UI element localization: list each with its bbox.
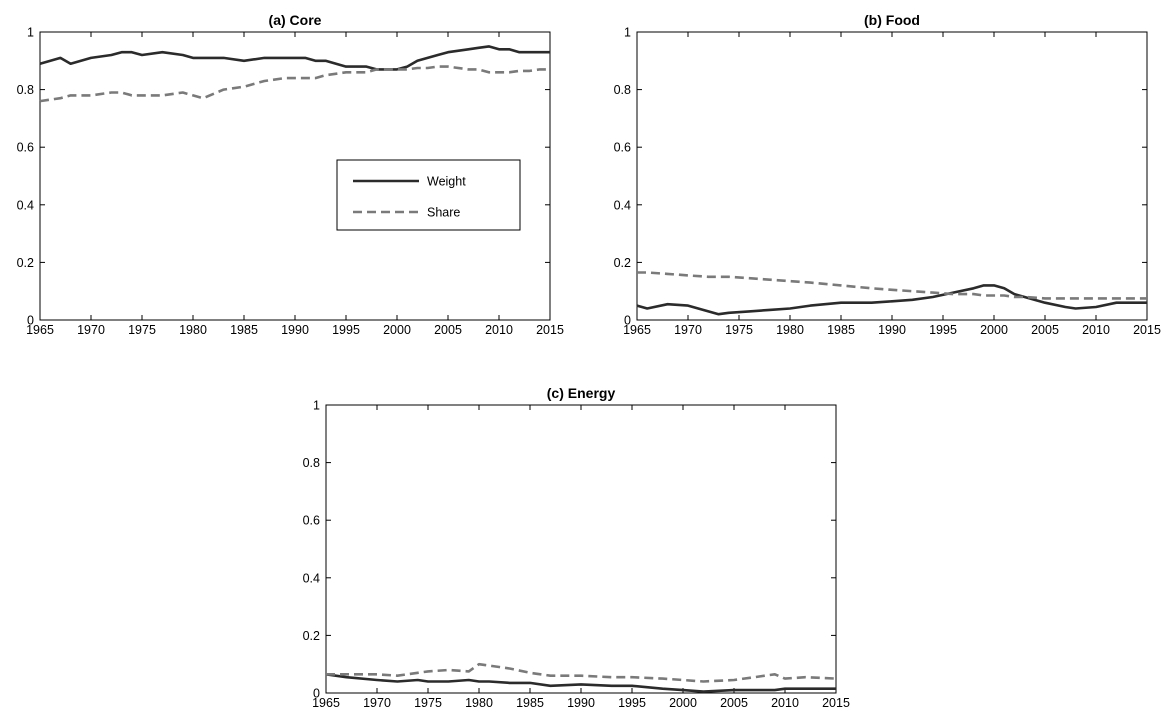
- panel-1-xtick-label-1980: 1980: [179, 323, 207, 337]
- panel-2-xtick-label-1995: 1995: [929, 323, 957, 337]
- panel-3-xtick-label-1985: 1985: [516, 696, 544, 710]
- panel-3: (c) Energy 1965 1970 1975 1980 1985 1990 1995 20…: [303, 385, 850, 710]
- panel-1-legend: [336, 159, 521, 231]
- panel-2-xtick-label-1975: 1975: [725, 323, 753, 337]
- panel-2-ytick-label-0-6: 0.6: [614, 141, 631, 155]
- panel-3-xtick-label-1995: 1995: [618, 696, 646, 710]
- panel-2-series-weight-line: [636, 284, 1147, 316]
- panel-3-ytick-label-0-8: 0.8: [303, 456, 320, 470]
- panel-3-axes: [325, 404, 837, 694]
- panel-2-xtick-label-1985: 1985: [827, 323, 855, 337]
- panel-2-ytick-label-1: 1: [624, 26, 631, 40]
- panel-1-legend-label-share: Share: [427, 206, 460, 220]
- panel-2-ytick-label-0: 0: [624, 314, 631, 328]
- panel-1-xtick-label-2000: 2000: [383, 323, 411, 337]
- panel-1-legend-label-weight: Weight: [427, 175, 466, 189]
- panel-3-xtick-label-1970: 1970: [363, 696, 391, 710]
- panel-1-xtick-label-1970: 1970: [77, 323, 105, 337]
- panel-3-xtick-label-2005: 2005: [720, 696, 748, 710]
- panel-1-xtick-label-1975: 1975: [128, 323, 156, 337]
- panel-2-ytick-label-0-2: 0.2: [614, 256, 631, 270]
- panel-1-series-weight-line: [39, 45, 550, 71]
- panel-1-ytick-label-1: 1: [27, 26, 34, 40]
- panel-2-xtick-label-1980: 1980: [776, 323, 804, 337]
- panel-2: (b) Food 1965 1970 1975 1980 1985 1990 1995 2000…: [614, 12, 1161, 337]
- panel-3-ytick-label-0-4: 0.4: [303, 571, 320, 585]
- panel-1-xtick-label-1995: 1995: [332, 323, 360, 337]
- panel-2-series-share-line: [637, 271, 1147, 300]
- panel-2-xtick-label-2000: 2000: [980, 323, 1008, 337]
- panel-1-ytick-label-0-4: 0.4: [17, 198, 34, 212]
- panel-1: (a) Core 1965 1970 1975 1980 1985 1990 1995 2000…: [17, 12, 564, 337]
- panel-1-ytick-label-0: 0: [27, 314, 34, 328]
- panel-3-ytick-label-1: 1: [313, 399, 320, 413]
- panel-3-xtick-label-1980: 1980: [465, 696, 493, 710]
- panel-3-series-share-line: [326, 662, 837, 683]
- panel-1-xtick-label-2010: 2010: [485, 323, 513, 337]
- panel-3-title: (c) Energy: [547, 385, 616, 401]
- panel-1-ytick-label-0-8: 0.8: [17, 83, 34, 97]
- panel-2-title: (b) Food: [864, 12, 920, 28]
- panel-2-ytick-label-0-4: 0.4: [614, 198, 631, 212]
- panel-3-ytick-label-0: 0: [313, 687, 320, 701]
- panel-1-series-share-line: [39, 65, 550, 103]
- panel-1-xtick-label-1985: 1985: [230, 323, 258, 337]
- panel-2-xtick-label-2015: 2015: [1133, 323, 1161, 337]
- panel-2-xtick-label-2010: 2010: [1082, 323, 1110, 337]
- panel-3-xtick-label-2010: 2010: [771, 696, 799, 710]
- panel-1-xtick-label-1965: 1965: [26, 323, 54, 337]
- panel-1-ytick-label-0-6: 0.6: [17, 141, 34, 155]
- panel-2-xtick-label-1965: 1965: [623, 323, 651, 337]
- panel-3-xtick-label-1975: 1975: [414, 696, 442, 710]
- panel-3-ytick-label-0-6: 0.6: [303, 514, 320, 528]
- panel-3-xtick-label-1990: 1990: [567, 696, 595, 710]
- panel-2-ytick-label-0-8: 0.8: [614, 83, 631, 97]
- panel-3-xtick-label-1965: 1965: [312, 696, 340, 710]
- panel-3-xtick-label-2000: 2000: [669, 696, 697, 710]
- panel-1-xtick-label-2015: 2015: [536, 323, 564, 337]
- panel-1-title: (a) Core: [269, 12, 322, 28]
- panel-2-xtick-label-1970: 1970: [674, 323, 702, 337]
- panel-3-ytick-label-0-2: 0.2: [303, 629, 320, 643]
- panel-3-series-weight-line: [325, 673, 836, 693]
- panel-1-xtick-label-1990: 1990: [281, 323, 309, 337]
- panel-2-xtick-label-1990: 1990: [878, 323, 906, 337]
- panel-3-xtick-label-2015: 2015: [822, 696, 850, 710]
- panel-1-xtick-label-2005: 2005: [434, 323, 462, 337]
- panel-2-xtick-label-2005: 2005: [1031, 323, 1059, 337]
- panel-1-ytick-label-0-2: 0.2: [17, 256, 34, 270]
